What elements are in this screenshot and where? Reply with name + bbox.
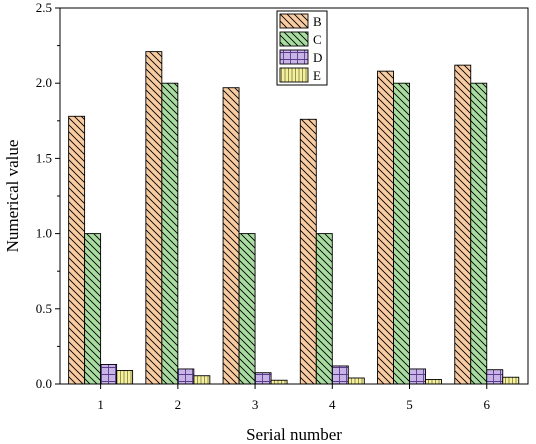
legend-swatch-b (279, 13, 309, 29)
x-tick-label: 2 (175, 397, 182, 412)
bar-c-4 (315, 233, 333, 385)
bar-b-2 (145, 51, 163, 385)
y-tick-label: 0.0 (36, 376, 52, 391)
bar-b-4 (299, 118, 317, 385)
legend-label-b: B (313, 14, 322, 29)
x-tick-label: 1 (97, 397, 104, 412)
legend-swatch-c (279, 31, 309, 47)
legend-swatch-d (279, 49, 309, 65)
bar-d-4 (331, 365, 349, 385)
y-tick-label: 0.5 (36, 301, 52, 316)
bars-layer (68, 51, 520, 385)
legend-label-c: C (313, 32, 322, 47)
y-tick-label: 2.0 (36, 75, 52, 90)
bar-b-1 (68, 115, 86, 385)
bar-e-2 (193, 375, 211, 385)
bar-b-3 (222, 87, 240, 385)
x-tick-label: 4 (329, 397, 336, 412)
bar-d-5 (409, 368, 426, 385)
bar-c-3 (238, 233, 256, 385)
y-tick-label: 1.5 (36, 150, 52, 165)
bar-c-2 (161, 82, 179, 385)
bar-d-2 (177, 368, 195, 385)
bar-c-5 (393, 82, 410, 385)
bar-e-3 (270, 379, 288, 385)
bar-e-1 (116, 370, 134, 385)
bar-c-6 (470, 82, 488, 385)
bar-c-1 (84, 233, 102, 385)
bar-b-5 (377, 70, 394, 385)
bar-e-5 (425, 379, 442, 385)
bar-d-1 (100, 363, 118, 385)
bar-e-4 (347, 377, 365, 385)
y-tick-label: 2.5 (36, 0, 52, 15)
bar-b-6 (454, 64, 472, 385)
ticks-layer: 0.0 0.5 1.0 1.5 2.0 2.5 1 2 3 4 5 6 (36, 0, 491, 412)
x-tick-label: 3 (252, 397, 259, 412)
x-axis-title: Serial number (246, 425, 342, 444)
bar-d-3 (254, 372, 272, 385)
x-tick-label: 5 (406, 397, 413, 412)
legend-label-d: D (313, 50, 322, 65)
legend-label-e: E (313, 68, 321, 83)
x-tick-label: 6 (484, 397, 491, 412)
bar-d-6 (486, 369, 504, 385)
y-axis-title: Numerical value (3, 140, 22, 253)
bar-e-6 (502, 376, 520, 385)
legend-swatch-e (279, 67, 309, 83)
y-tick-label: 1.0 (36, 226, 52, 241)
